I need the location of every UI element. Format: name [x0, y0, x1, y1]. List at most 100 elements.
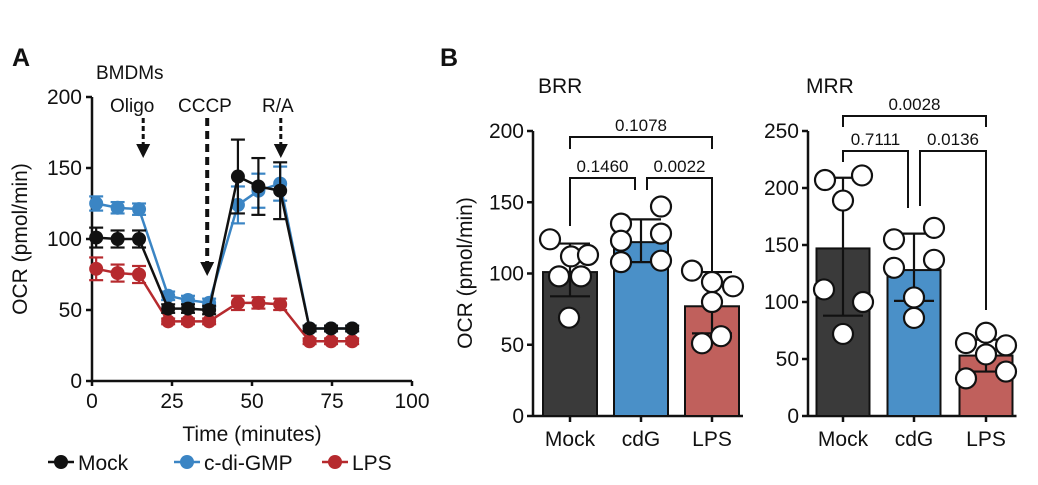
- replicate-point: [609, 251, 633, 274]
- chart-a-x-tick-label: 75: [320, 390, 343, 413]
- panel-a-line-chart: BMDMs 0 50 100 150 200 0 25 50 75 100 Oligo CCCP R/…: [9, 63, 430, 475]
- replicate-point: [994, 360, 1018, 383]
- data-point: [132, 202, 147, 217]
- chart-a-annotations: Oligo CCCP R/A: [110, 96, 294, 276]
- y-tick-label: 0: [787, 405, 799, 428]
- data-point: [202, 314, 217, 329]
- replicate-point: [851, 290, 875, 314]
- chart-mrr-body: 0 50 100 150 200 250 Mock cdG LPS 0.7111 0.0136 0.0…: [764, 95, 1018, 451]
- p-value-label: 0.0022: [654, 157, 706, 176]
- data-point: [110, 266, 125, 281]
- p-value-label: 0.0136: [927, 130, 979, 149]
- replicate-point: [902, 306, 926, 330]
- y-tick-label: 150: [489, 191, 524, 214]
- data-point: [230, 295, 245, 310]
- data-point: [202, 303, 217, 317]
- legend-item-lps: LPS: [322, 452, 392, 475]
- bar-group-lps: LPS: [954, 321, 1018, 451]
- chart-a-x-tick-label: 25: [160, 390, 183, 413]
- chart-a-y-tick-label: 200: [47, 86, 82, 109]
- chart-a-y-tick-label: 100: [47, 228, 82, 251]
- data-point: [110, 200, 125, 215]
- chart-a-series: [89, 138, 360, 349]
- data-point: [89, 261, 104, 276]
- replicate-point: [813, 168, 837, 192]
- legend-label: LPS: [352, 452, 392, 475]
- x-tick-label: Mock: [545, 428, 596, 451]
- chart-brr-body: 0 50 100 150 200 Mock cdG LPS 0.1460 0.0022 0.1078: [489, 116, 745, 451]
- replicate-point: [994, 334, 1018, 357]
- annotation-label-oligo: Oligo: [110, 96, 154, 117]
- chart-a-legend: Mock c-di-GMP LPS: [48, 452, 392, 475]
- replicate-point: [831, 189, 855, 212]
- replicate-point: [882, 228, 906, 251]
- chart-a-title: BMDMs: [96, 63, 164, 84]
- y-tick-label: 200: [489, 120, 524, 143]
- replicate-point: [538, 228, 562, 251]
- replicate-point: [557, 306, 581, 329]
- chart-brr-title: BRR: [538, 75, 582, 98]
- chart-mrr-title: MRR: [806, 75, 854, 98]
- chart-a-x-tick-label: 0: [86, 390, 98, 413]
- bar-group-mock: Mock: [812, 164, 875, 451]
- y-tick-label: 150: [764, 234, 799, 257]
- significance-bracket: [646, 177, 713, 272]
- significance-bracket: [569, 136, 713, 149]
- series-cdg: [89, 165, 360, 336]
- chart-a-y-tick-label: 0: [70, 370, 82, 393]
- significance-bracket: [842, 150, 909, 208]
- series-lps: [89, 256, 360, 349]
- replicate-point: [609, 229, 633, 252]
- data-point: [273, 297, 288, 312]
- data-point: [89, 196, 104, 211]
- y-tick-label: 50: [501, 334, 524, 357]
- chart-a-y-tick-label: 50: [59, 299, 82, 322]
- series-mock: [89, 138, 360, 336]
- replicate-point: [812, 278, 836, 301]
- data-point: [324, 334, 339, 349]
- replicate-point: [569, 265, 593, 288]
- replicate-point: [850, 164, 874, 187]
- annotation-label-cccp: CCCP: [178, 96, 232, 117]
- x-tick-label: cdG: [622, 428, 661, 451]
- bar-group-cdg: cdG: [609, 195, 673, 451]
- panel-b-mrr-bar-chart: MRR 0 50 100 150 200 250 Mock cdG LPS 0.7111 0.013…: [764, 75, 1018, 451]
- data-point: [230, 169, 245, 184]
- bar-group-cdg: cdG: [882, 216, 946, 451]
- replicate-point: [974, 343, 998, 366]
- panel-label-a: A: [12, 44, 30, 72]
- chart-a-x-tick-label: 100: [394, 390, 429, 413]
- data-point: [273, 183, 288, 198]
- replicate-point: [700, 270, 724, 294]
- replicate-point: [954, 331, 978, 355]
- replicate-point: [547, 265, 571, 288]
- significance-bracket: [919, 150, 987, 310]
- data-point: [161, 301, 176, 316]
- bar-group-lps: LPS: [680, 259, 745, 451]
- significance-bracket: [842, 115, 987, 127]
- injection-arrow-head-icon: [273, 144, 288, 158]
- data-point: [251, 179, 266, 194]
- x-tick-label: LPS: [966, 428, 1006, 451]
- replicate-point: [902, 286, 926, 309]
- replicate-point: [700, 290, 724, 314]
- replicate-point: [690, 332, 714, 355]
- injection-arrow-head-icon: [200, 262, 215, 276]
- replicate-point: [922, 216, 946, 239]
- data-point: [324, 321, 339, 336]
- chart-a-xlabel: Time (minutes): [182, 423, 321, 446]
- replicate-point: [974, 321, 998, 344]
- data-point: [302, 321, 317, 336]
- panel-label-b: B: [440, 44, 458, 72]
- data-point: [132, 232, 147, 246]
- data-point: [181, 301, 195, 316]
- data-point: [345, 321, 360, 336]
- replicate-point: [954, 367, 978, 390]
- replicate-point: [721, 275, 745, 298]
- y-tick-label: 100: [764, 291, 799, 314]
- data-point: [181, 314, 195, 329]
- annotation-label-ra: R/A: [262, 96, 294, 117]
- data-point: [302, 334, 317, 349]
- legend-label: c-di-GMP: [204, 452, 293, 475]
